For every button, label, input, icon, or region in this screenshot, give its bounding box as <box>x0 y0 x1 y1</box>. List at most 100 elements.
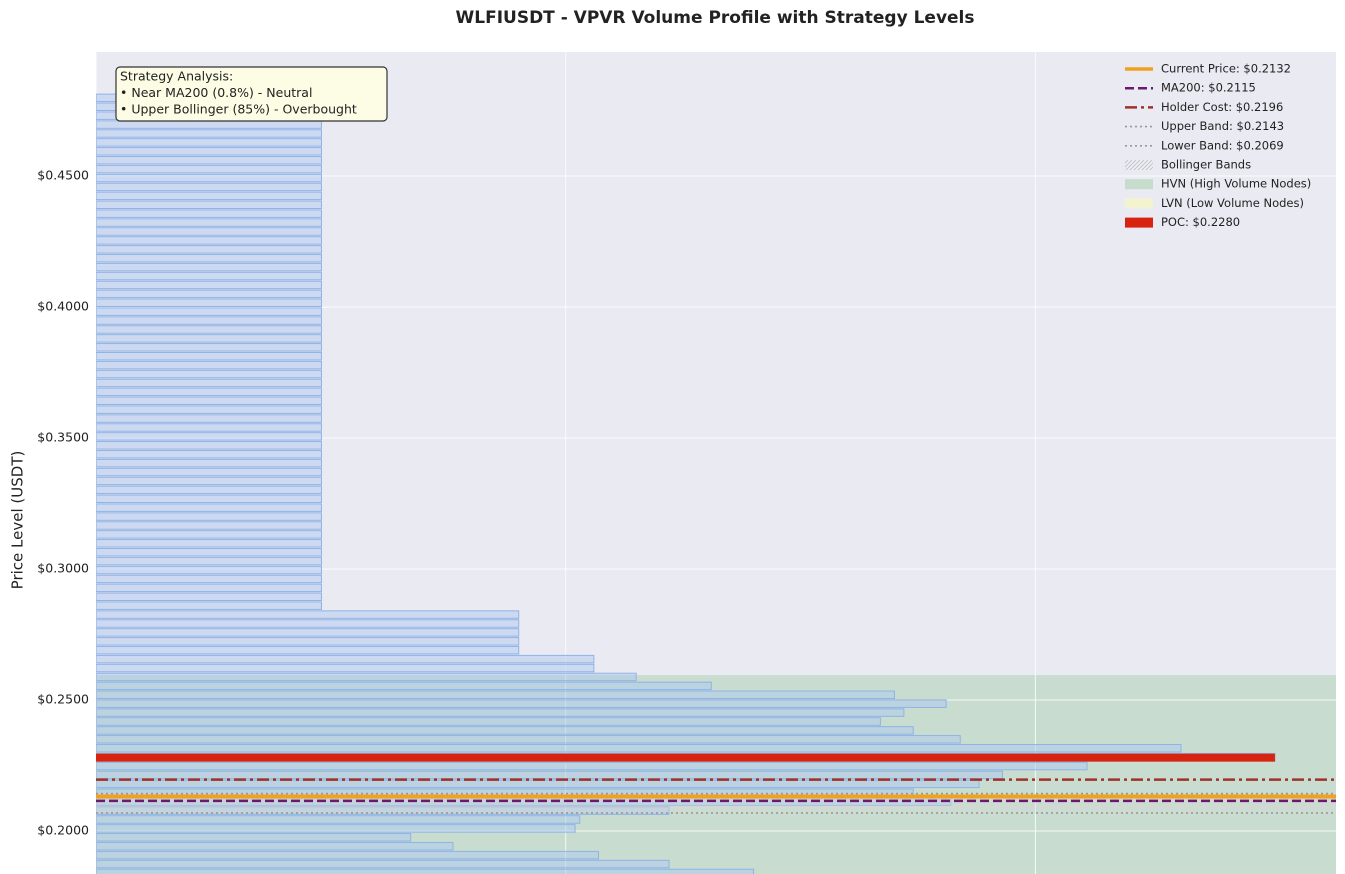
legend-label: Holder Cost: $0.2196 <box>1161 100 1283 114</box>
y-tick-label: $0.2500 <box>37 692 89 707</box>
plot <box>96 52 1336 874</box>
volume-bar <box>96 485 322 495</box>
volume-bar <box>96 512 322 521</box>
volume-bar <box>96 182 322 192</box>
volume-bar <box>96 494 322 504</box>
volume-bar <box>96 628 520 637</box>
volume-bar <box>96 654 595 664</box>
volume-bar <box>96 601 322 610</box>
volume-bar <box>96 770 1004 780</box>
volume-bar <box>96 815 581 824</box>
volume-bar <box>96 280 322 290</box>
volume-bar <box>96 289 322 299</box>
y-tick-label: $0.4000 <box>37 298 89 313</box>
annotation-line: Strategy Analysis: <box>120 69 233 84</box>
volume-bar <box>96 200 322 210</box>
y-tick-label: $0.3500 <box>37 429 89 444</box>
poc-bar <box>96 753 1275 762</box>
volume-bar <box>96 806 670 815</box>
volume-bar <box>96 699 947 708</box>
volume-bar <box>96 574 322 584</box>
legend-label: MA200: $0.2115 <box>1161 81 1256 95</box>
chart-title: WLFIUSDT - VPVR Volume Profile with Stra… <box>456 8 975 28</box>
volume-bar <box>96 476 322 486</box>
volume-bar <box>96 850 600 860</box>
volume-bar <box>96 164 322 174</box>
volume-bar <box>96 645 520 655</box>
legend-label: HVN (High Volume Nodes) <box>1161 177 1311 191</box>
volume-bar <box>96 690 895 700</box>
volume-bar <box>96 298 322 308</box>
volume-bar <box>96 672 637 682</box>
volume-bar <box>96 218 322 227</box>
volume-bar <box>96 253 322 263</box>
legend-label: Bollinger Bands <box>1161 158 1251 172</box>
volume-bar <box>96 458 322 468</box>
volume-bar <box>96 138 322 147</box>
volume-bar <box>96 441 322 450</box>
volume-bar <box>96 378 322 388</box>
volume-bar <box>96 334 322 343</box>
y-tick-label: $0.2000 <box>37 823 89 838</box>
y-axis-label: Price Level (USDT) <box>9 451 27 590</box>
volume-bar <box>96 592 322 602</box>
volume-bar <box>96 717 881 726</box>
volume-bar <box>96 708 905 717</box>
volume-bar <box>96 503 322 512</box>
volume-bar <box>96 833 412 842</box>
volume-bar <box>96 449 322 459</box>
volume-bar <box>96 147 322 156</box>
volume-bar <box>96 467 322 477</box>
legend-label: Upper Band: $0.2143 <box>1161 119 1284 133</box>
legend-label: POC: $0.2280 <box>1161 215 1240 229</box>
volume-bar <box>96 227 322 236</box>
legend-swatch <box>1125 198 1153 209</box>
volume-bar <box>96 351 322 361</box>
volume-bar <box>96 173 322 183</box>
overlay: Strategy Analysis:• Near MA200 (0.8%) - … <box>115 62 1311 229</box>
volume-bar <box>96 583 322 593</box>
volume-bar <box>96 396 322 406</box>
y-tick-label: $0.3000 <box>37 560 89 575</box>
volume-bar <box>96 387 322 397</box>
volume-bar <box>96 432 322 441</box>
volume-bar <box>96 824 576 833</box>
volume-bar <box>96 307 322 316</box>
volume-bar <box>96 129 322 138</box>
volume-bar <box>96 859 670 869</box>
volume-bar <box>96 619 520 628</box>
volume-bar <box>96 565 322 575</box>
volume-bar <box>96 209 322 218</box>
volume-bar <box>96 539 322 548</box>
volume-bar <box>96 521 322 530</box>
volume-bar <box>96 530 322 539</box>
volume-bar <box>96 743 1182 753</box>
volume-bar <box>96 271 322 281</box>
volume-bar <box>96 423 322 432</box>
volume-bar <box>96 155 322 165</box>
volume-bar <box>96 726 914 735</box>
volume-bar <box>96 120 322 129</box>
volume-bar <box>96 556 322 566</box>
volume-bar <box>96 325 322 334</box>
volume-bar <box>96 868 755 874</box>
legend-label: Lower Band: $0.2069 <box>1161 138 1284 152</box>
volume-bar <box>96 637 520 646</box>
annotation-line: • Near MA200 (0.8%) - Neutral <box>120 85 312 100</box>
y-tick-label: $0.4500 <box>37 167 89 182</box>
legend-swatch <box>1125 179 1153 190</box>
volume-bar <box>96 245 322 254</box>
volume-bar <box>96 236 322 245</box>
volume-bar <box>96 610 520 619</box>
volume-bar <box>96 761 1088 771</box>
legend-label: Current Price: $0.2132 <box>1161 62 1291 76</box>
legend-swatch <box>1125 160 1153 170</box>
volume-bar <box>96 369 322 379</box>
volume-bar <box>96 191 322 201</box>
volume-bar <box>96 316 322 325</box>
volume-bar <box>96 405 322 414</box>
annotation-line: • Upper Bollinger (85%) - Overbought <box>120 102 357 117</box>
legend-swatch <box>1125 217 1153 228</box>
volume-bar <box>96 663 595 673</box>
